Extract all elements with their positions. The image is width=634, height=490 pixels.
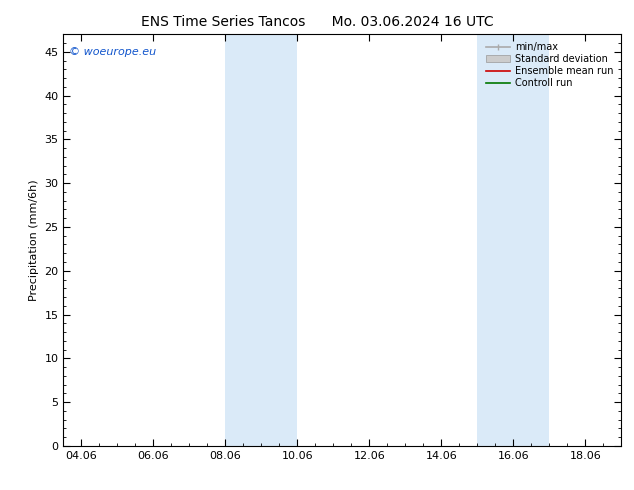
Bar xyxy=(225,34,261,446)
Y-axis label: Precipitation (mm/6h): Precipitation (mm/6h) xyxy=(29,179,39,301)
Text: ENS Time Series Tancos      Mo. 03.06.2024 16 UTC: ENS Time Series Tancos Mo. 03.06.2024 16… xyxy=(141,15,493,29)
Legend: min/max, Standard deviation, Ensemble mean run, Controll run: min/max, Standard deviation, Ensemble me… xyxy=(483,39,616,91)
Text: © woeurope.eu: © woeurope.eu xyxy=(69,47,156,57)
Bar xyxy=(514,34,549,446)
Bar xyxy=(261,34,297,446)
Bar xyxy=(477,34,514,446)
